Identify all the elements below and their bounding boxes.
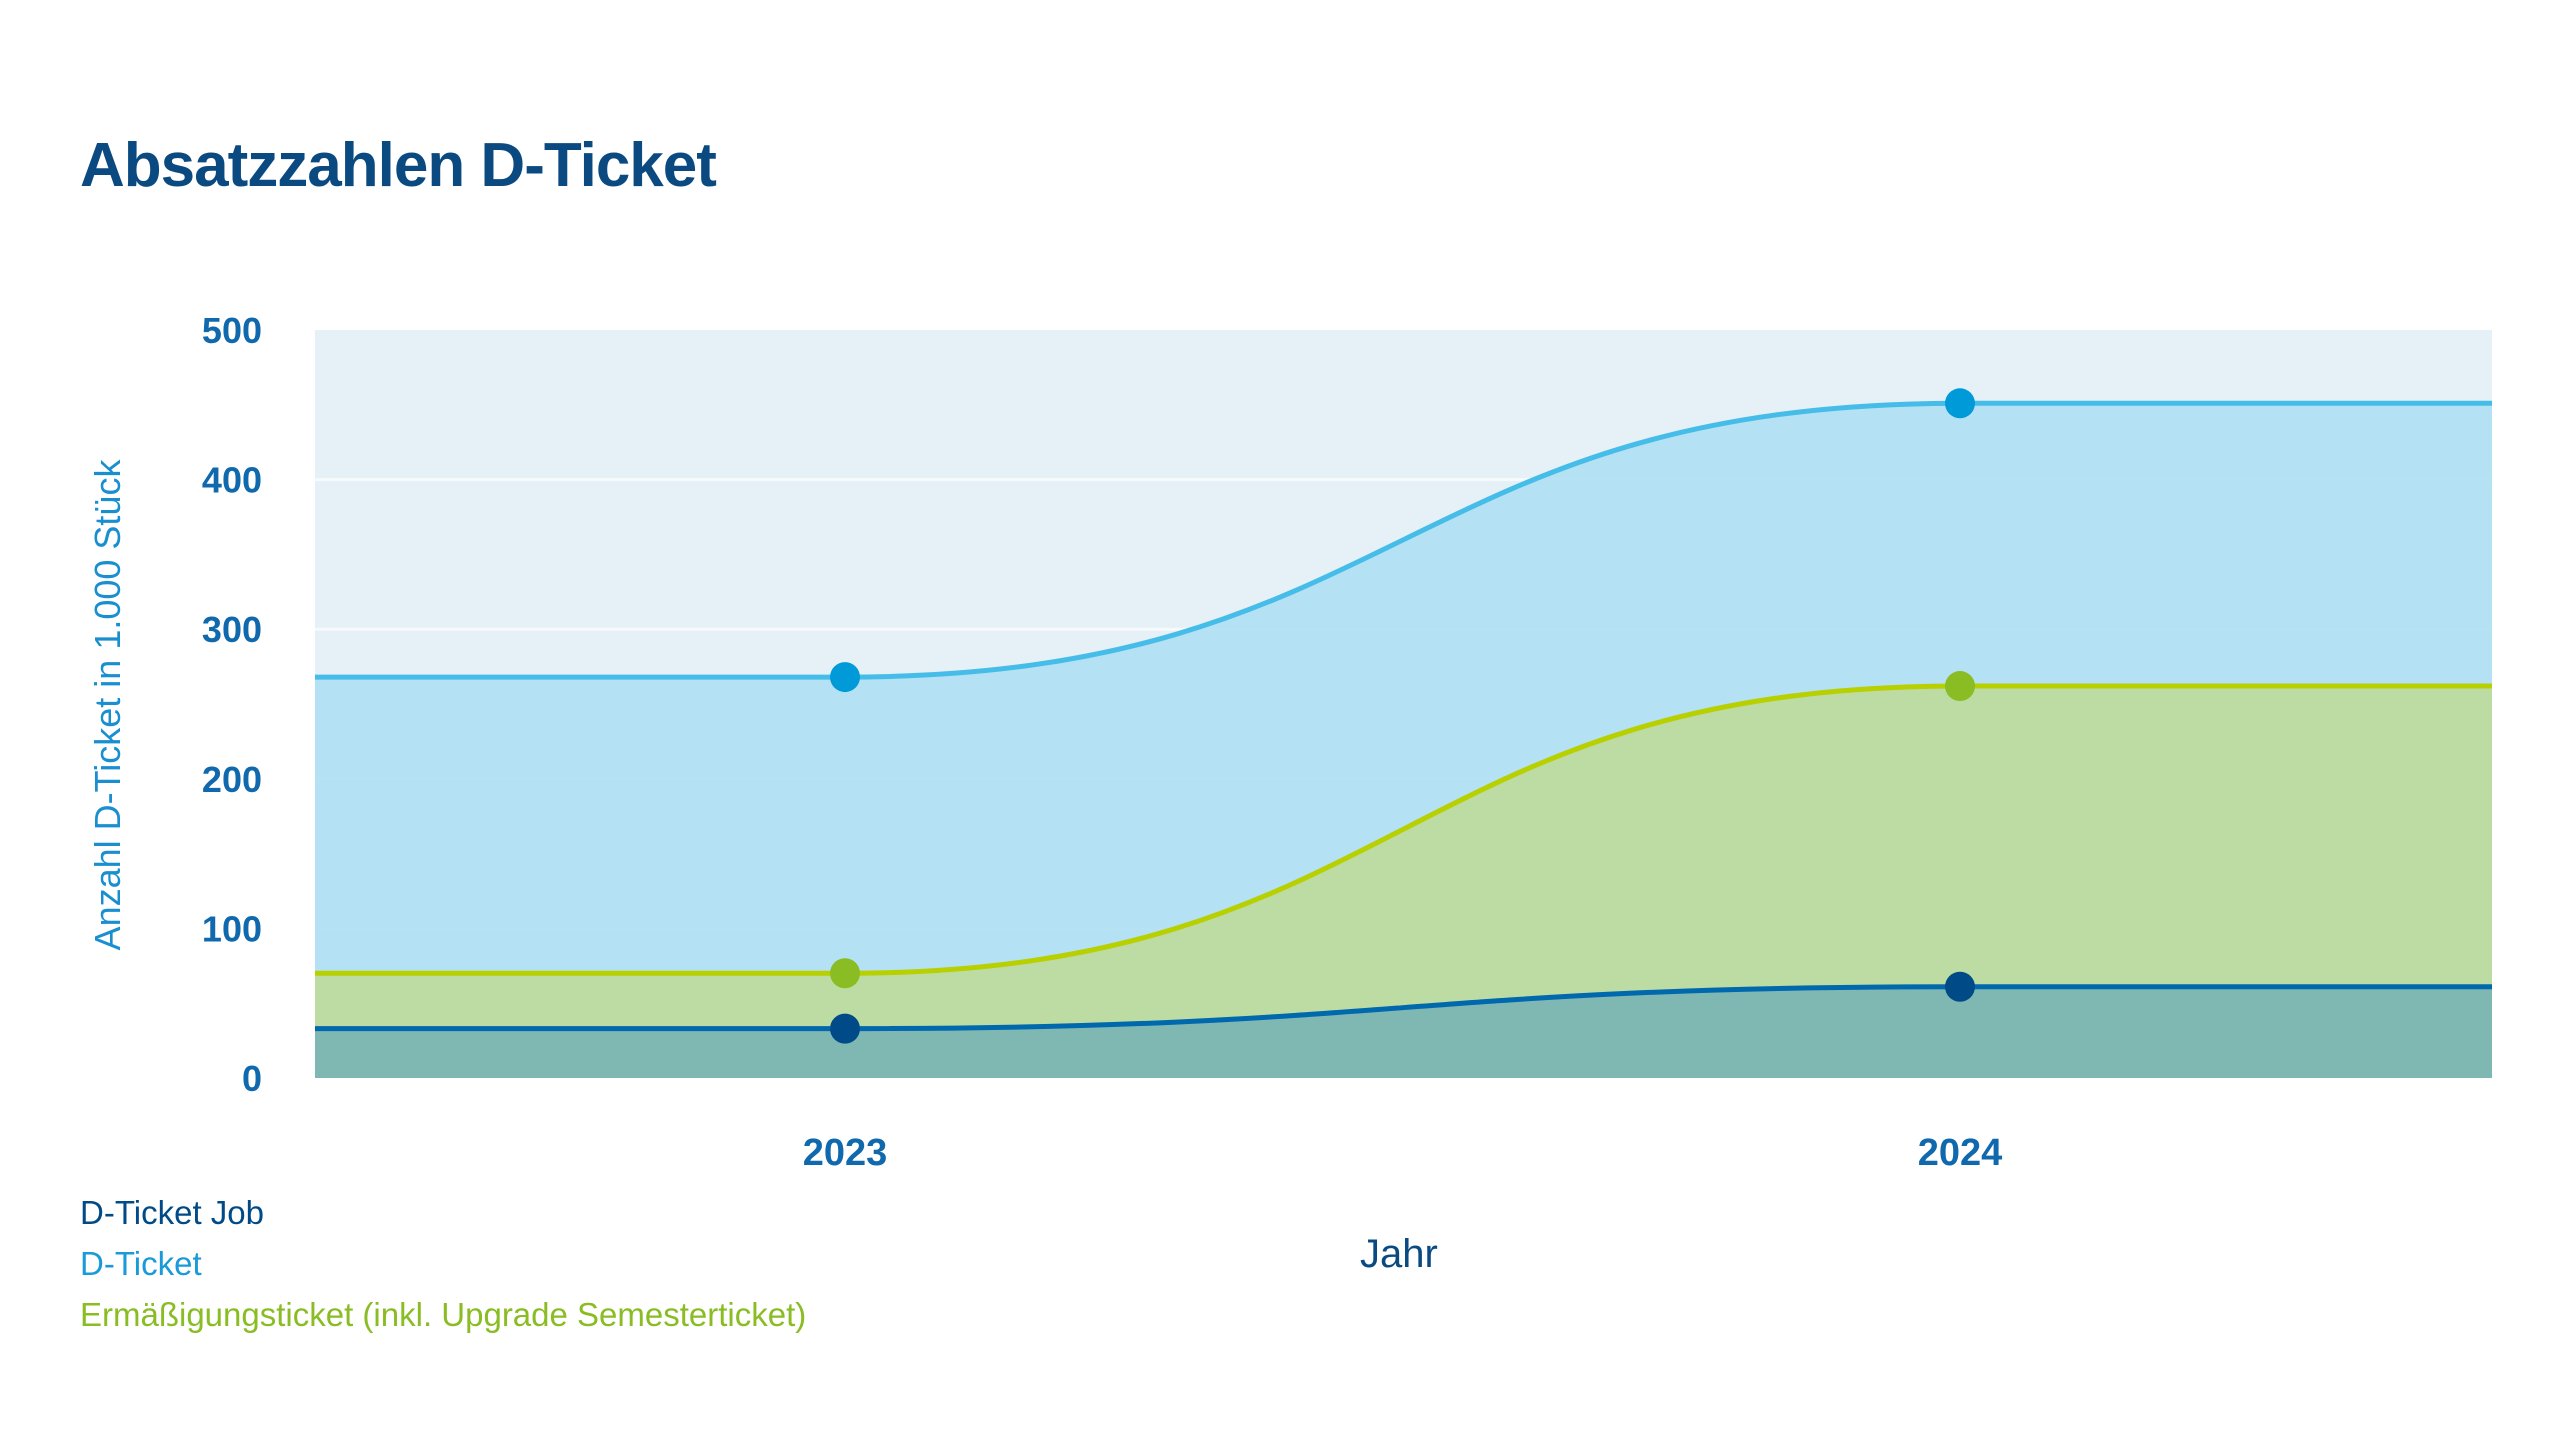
line-series-1 xyxy=(315,683,2492,976)
y-tick-label: 0 xyxy=(242,1058,262,1099)
y-tick-label: 500 xyxy=(202,310,262,351)
x-tick-label: 2024 xyxy=(1918,1132,2003,1174)
data-point-series-1-2024 xyxy=(1945,671,1975,702)
data-point-series-1-2023 xyxy=(830,958,860,989)
line-series-2 xyxy=(315,984,2492,1032)
data-point-series-0-2023 xyxy=(830,662,860,693)
data-point-series-0-2024 xyxy=(1945,388,1975,419)
legend-item-ermaessigungsticket: Ermäßigungsticket (inkl. Upgrade Semeste… xyxy=(80,1296,807,1333)
y-axis-title: Anzahl D-Ticket in 1.000 Stück xyxy=(87,459,128,951)
legend-item-d-ticket: D-Ticket xyxy=(80,1245,202,1282)
data-point-series-2-2023 xyxy=(830,1013,860,1044)
chart-title: Absatzzahlen D-Ticket xyxy=(80,131,717,200)
y-tick-label: 200 xyxy=(202,759,262,800)
y-tick-label: 100 xyxy=(202,908,262,949)
area-series-2 xyxy=(315,986,2492,1078)
y-tick-label: 400 xyxy=(202,460,262,501)
y-tick-label: 300 xyxy=(202,609,262,650)
line-series-0 xyxy=(315,400,2492,680)
x-axis-title: Jahr xyxy=(1360,1232,1438,1276)
legend-item-d-ticket-job: D-Ticket Job xyxy=(80,1194,264,1231)
data-point-series-2-2024 xyxy=(1945,971,1975,1002)
x-tick-label: 2023 xyxy=(803,1132,888,1174)
